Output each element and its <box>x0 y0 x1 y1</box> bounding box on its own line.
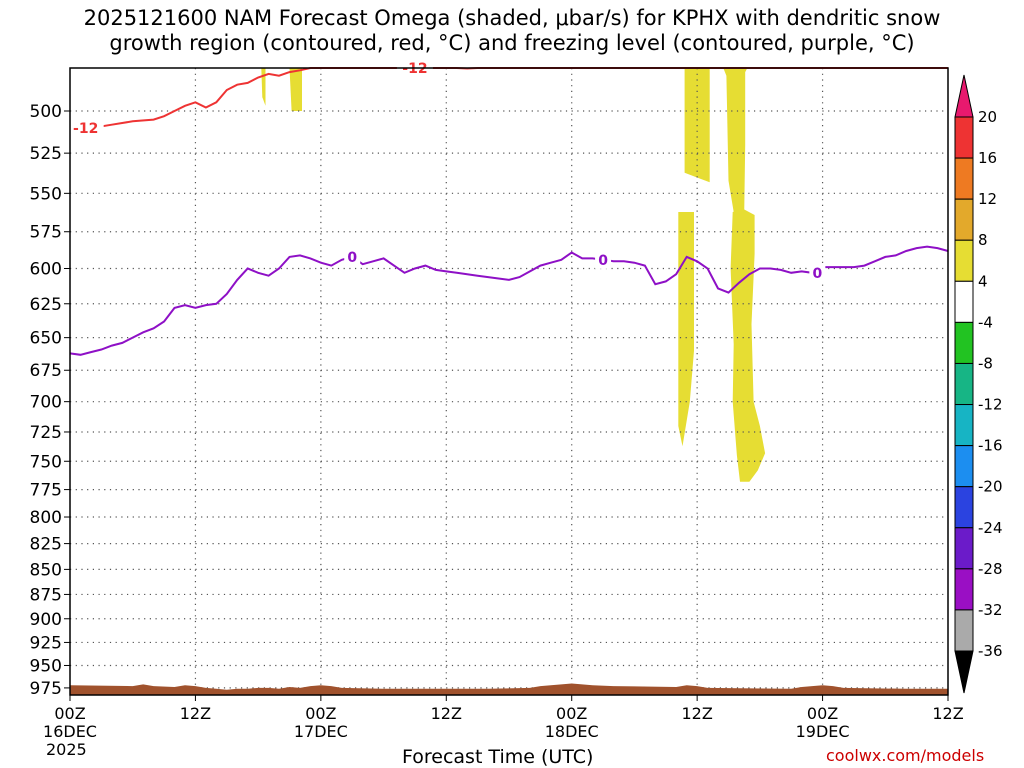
colorbar-label-12: -32 <box>978 601 1003 619</box>
terrain-group <box>70 683 948 695</box>
colorbar-bin-7 <box>954 404 974 447</box>
colorbar-label-9: -20 <box>978 478 1003 496</box>
y-tick-label-700: 700 <box>30 393 62 413</box>
y-tick-label-550: 550 <box>30 184 62 204</box>
y-tick-label-925: 925 <box>30 633 62 653</box>
omega-region-1 <box>289 68 302 111</box>
x-date-label-0: 16DEC <box>43 722 97 741</box>
x-tick-label-24: 00Z <box>305 704 336 723</box>
y-tick-label-625: 625 <box>30 295 62 315</box>
colorbar-bin-3 <box>954 239 974 282</box>
chart-title: 2025121600 NAM Forecast Omega (shaded, μ… <box>0 6 1024 56</box>
colorbar-bin-1 <box>954 157 974 200</box>
colorbar-bottom-arrow <box>954 650 974 694</box>
axis-ticks: 500 525 550 575 600 625 650 675 700 725 750 775 800 8… <box>30 102 964 741</box>
colorbar-bin-0 <box>954 116 974 159</box>
colorbar-bin-11 <box>954 568 974 611</box>
contour-line-0 <box>69 67 948 135</box>
x-tick-label-84: 12Z <box>932 704 963 723</box>
colorbar-label-7: -12 <box>978 396 1003 414</box>
x-tick-label-60: 12Z <box>681 704 712 723</box>
y-tick-label-575: 575 <box>30 223 62 243</box>
year-label: 2025 <box>46 740 87 759</box>
colorbar-label-13: -36 <box>978 642 1003 660</box>
y-tick-label-875: 875 <box>30 585 62 605</box>
colorbar: 20 16 12 8 4 -4 -8 -12 -16 -20 -24 -28 -32 -36 <box>954 74 1003 694</box>
colorbar-bin-5 <box>954 321 974 364</box>
contour-label-0-1: -12 <box>402 61 427 77</box>
omega-region-5 <box>730 208 766 482</box>
contour-label-1-2: 0 <box>812 266 822 282</box>
colorbar-label-6: -8 <box>978 354 993 372</box>
colorbar-label-10: -24 <box>978 519 1003 537</box>
x-tick-label-0: 00Z <box>54 704 85 723</box>
colorbar-label-5: -4 <box>978 313 993 331</box>
contour-line-1 <box>69 245 949 356</box>
colorbar-bin-8 <box>954 445 974 488</box>
y-tick-label-850: 850 <box>30 560 62 580</box>
y-tick-label-725: 725 <box>30 423 62 443</box>
x-tick-label-72: 00Z <box>807 704 838 723</box>
title-line-2: growth region (contoured, red, °C) and f… <box>109 31 915 55</box>
contour-label-0-0: -12 <box>73 121 98 137</box>
plot-frame-group <box>69 67 949 696</box>
colorbar-top-arrow <box>954 74 974 118</box>
colorbar-label-2: 12 <box>978 190 997 208</box>
contour-label-bg-0-0 <box>67 119 104 138</box>
x-date-label-72: 19DEC <box>796 722 850 741</box>
contour-label-bg-1-2 <box>809 263 826 282</box>
contour-label-1-1: 0 <box>598 253 608 269</box>
colorbar-bin-12 <box>954 609 974 652</box>
y-tick-label-975: 975 <box>30 679 62 699</box>
omega-region-4 <box>678 212 694 447</box>
grid-lines <box>70 68 948 695</box>
colorbar-label-3: 8 <box>978 231 988 249</box>
x-date-label-48: 18DEC <box>545 722 599 741</box>
colorbar-label-0: 20 <box>978 108 997 126</box>
omega-region-3 <box>723 68 748 214</box>
x-date-label-24: 17DEC <box>294 722 348 741</box>
colorbar-bin-6 <box>954 362 974 406</box>
colorbar-label-4: 4 <box>978 272 988 290</box>
x-tick-label-48: 00Z <box>556 704 587 723</box>
y-tick-label-750: 750 <box>30 452 62 472</box>
plot-frame <box>69 67 949 696</box>
credit-link[interactable]: coolwx.com/models <box>826 746 985 765</box>
y-tick-label-600: 600 <box>30 260 62 280</box>
contour-label-bg-1-0 <box>344 247 361 266</box>
y-tick-label-950: 950 <box>30 656 62 676</box>
y-tick-label-825: 825 <box>30 535 62 555</box>
y-tick-label-775: 775 <box>30 481 62 501</box>
title-line-1: 2025121600 NAM Forecast Omega (shaded, μ… <box>83 6 941 30</box>
y-tick-label-525: 525 <box>30 144 62 164</box>
colorbar-label-11: -28 <box>978 560 1003 578</box>
x-axis-label: Forecast Time (UTC) <box>402 746 594 768</box>
contour-label-bg-1-1 <box>595 250 612 269</box>
colorbar-label-8: -16 <box>978 437 1003 455</box>
y-tick-label-900: 900 <box>30 610 62 630</box>
y-tick-label-500: 500 <box>30 102 62 122</box>
x-tick-label-12: 12Z <box>180 704 211 723</box>
colorbar-label-1: 16 <box>978 149 997 167</box>
colorbar-bin-10 <box>954 527 974 570</box>
colorbar-bin-2 <box>954 198 974 241</box>
y-tick-label-675: 675 <box>30 361 62 381</box>
x-tick-label-36: 12Z <box>431 704 462 723</box>
omega-region-0 <box>261 68 266 106</box>
y-tick-label-800: 800 <box>30 508 62 528</box>
y-tick-label-650: 650 <box>30 329 62 349</box>
contour-lines: -12 -12 0 0 0 <box>67 59 949 356</box>
terrain <box>70 683 948 695</box>
contour-label-1-0: 0 <box>347 250 357 266</box>
colorbar-bin-4 <box>954 280 974 323</box>
omega-regions <box>261 68 766 482</box>
colorbar-bin-9 <box>954 486 974 529</box>
